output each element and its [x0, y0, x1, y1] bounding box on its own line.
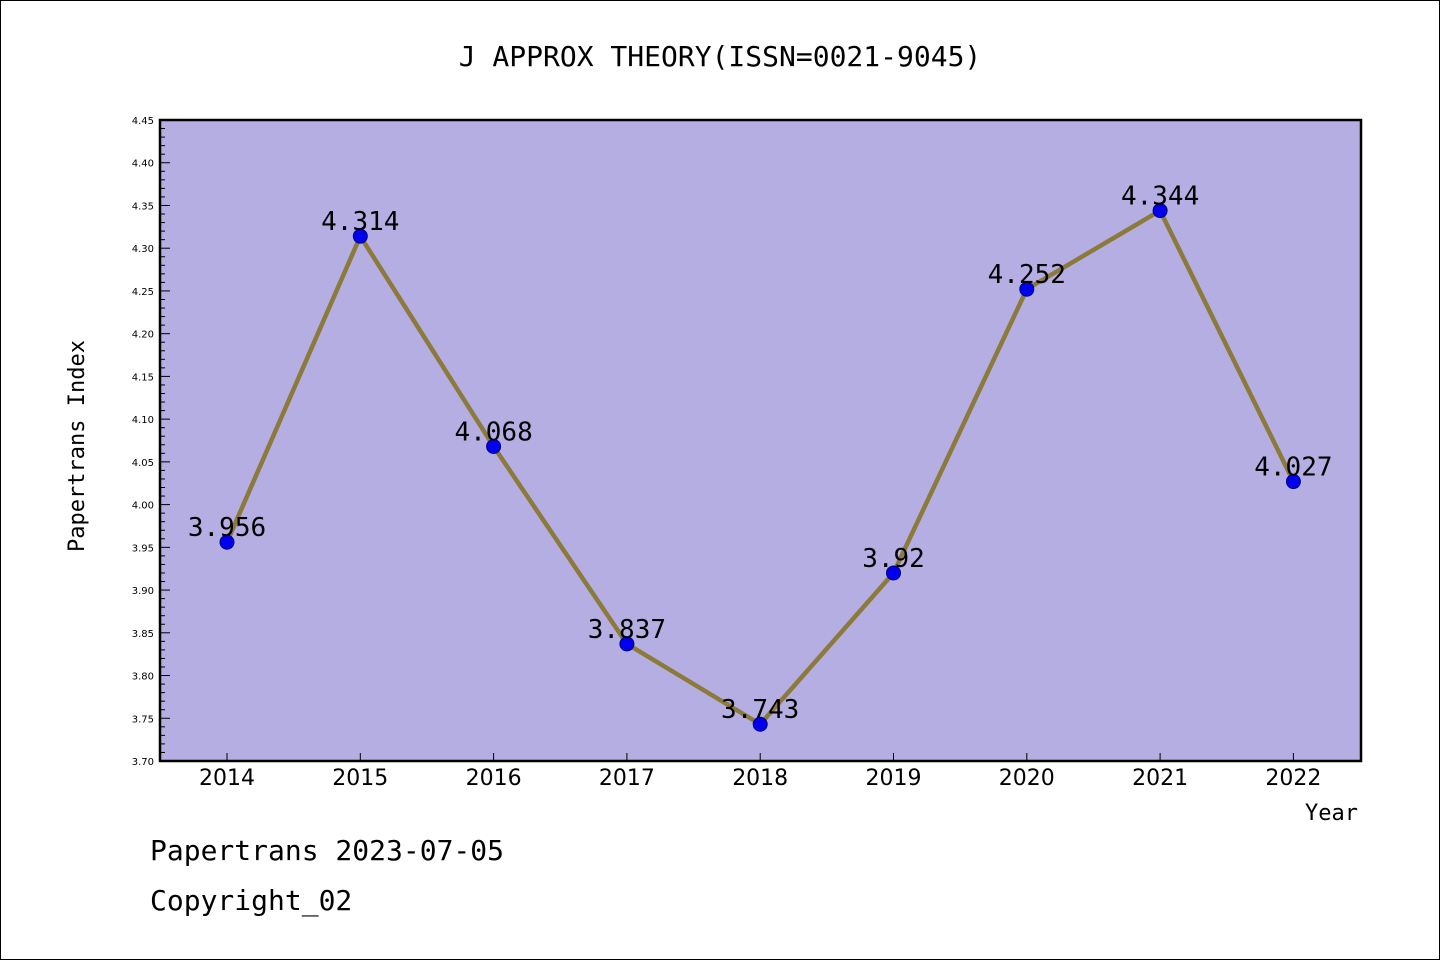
y-tick-label: 3.85: [132, 629, 154, 640]
y-tick-label: 4.05: [132, 458, 154, 469]
y-tick-label: 4.30: [132, 244, 154, 255]
x-tick-label: 2017: [599, 766, 655, 791]
y-tick-label: 4.35: [132, 201, 154, 212]
data-label: 4.252: [988, 260, 1066, 290]
y-tick-label: 4.25: [132, 287, 154, 298]
data-label: 3.92: [862, 544, 925, 574]
x-axis: 2014 2015 2016 2017 2018 2019 2020 2021 2022: [199, 753, 1321, 791]
y-tick-label: 3.95: [132, 543, 154, 554]
x-tick-label: 2016: [466, 766, 522, 791]
data-points: [219, 203, 1301, 732]
y-axis: 3.70 3.75 3.80 3.85 3.90 3.95 4.00 4.05 4.10 4.15…: [132, 116, 170, 768]
x-tick-label: 2014: [199, 766, 255, 791]
data-point: [486, 438, 502, 454]
data-label: 3.837: [588, 615, 666, 645]
x-tick-label: 2015: [332, 766, 388, 791]
data-point: [352, 228, 368, 244]
y-tick-label: 3.80: [132, 672, 154, 683]
y-tick-label: 3.70: [132, 757, 154, 768]
data-point: [752, 716, 768, 732]
data-label: 4.344: [1121, 182, 1199, 212]
data-label: 4.314: [321, 207, 399, 237]
y-tick-label: 4.45: [132, 116, 154, 127]
y-tick-label: 4.15: [132, 372, 154, 383]
y-tick-label: 3.90: [132, 586, 154, 597]
y-tick-label: 4.20: [132, 330, 154, 341]
x-tick-label: 2018: [732, 766, 788, 791]
x-tick-label: 2020: [999, 766, 1055, 791]
data-point: [1285, 474, 1301, 490]
x-tick-label: 2022: [1265, 766, 1321, 791]
x-axis-label: Year: [1305, 801, 1358, 826]
data-point: [1152, 203, 1168, 219]
data-point: [219, 534, 235, 550]
x-tick-label: 2019: [866, 766, 922, 791]
data-labels: 3.956 4.314 4.068 3.837 3.743 3.92 4.252 4.344 4…: [188, 182, 1333, 726]
y-tick-label: 3.75: [132, 714, 154, 725]
chart-title: J APPROX THEORY(ISSN=0021-9045): [459, 40, 982, 73]
data-label: 4.068: [454, 417, 532, 447]
footer-date: Papertrans 2023-07-05: [150, 834, 505, 867]
data-label: 3.743: [721, 695, 799, 725]
y-tick-label: 4.00: [132, 501, 154, 512]
y-axis-label: Papertrans Index: [65, 340, 90, 552]
data-point: [1019, 281, 1035, 297]
data-label: 3.956: [188, 513, 266, 543]
plot-area: [158, 118, 1363, 763]
y-tick-label: 4.40: [132, 159, 154, 170]
data-label: 4.027: [1254, 453, 1332, 483]
y-tick-label: 4.10: [132, 415, 154, 426]
footer-copyright: Copyright_02: [150, 884, 353, 917]
data-point: [619, 636, 635, 652]
data-point: [886, 565, 901, 581]
x-tick-label: 2021: [1132, 766, 1188, 791]
